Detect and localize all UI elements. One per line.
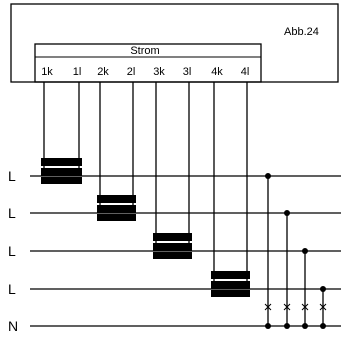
terminal-label-2l: 2l xyxy=(127,66,136,78)
terminal-label-4l: 4l xyxy=(241,66,250,78)
terminal-leads xyxy=(43,82,248,287)
terminal-label-3k: 3k xyxy=(153,66,165,78)
conductor-3: L xyxy=(8,243,341,259)
block-title: Strom xyxy=(130,45,159,57)
current-coil-2 xyxy=(97,195,136,221)
voltage-tap-3 xyxy=(301,248,309,329)
figure-label: Abb.24 xyxy=(284,26,319,38)
conductor-5: N xyxy=(8,318,341,334)
terminal-label-2k: 2k xyxy=(97,66,109,78)
terminal-label-4k: 4k xyxy=(211,66,223,78)
lead-pair-3 xyxy=(155,82,190,248)
voltage-taps xyxy=(264,173,327,329)
conductor-lines: L L L L N xyxy=(8,168,341,334)
lead-pair-4 xyxy=(213,82,248,287)
voltage-tap-2 xyxy=(283,210,291,329)
terminal-label-3l: 3l xyxy=(183,66,192,78)
voltage-tap-4 xyxy=(319,286,327,329)
current-coil-1 xyxy=(41,158,82,184)
meter-housing xyxy=(10,3,339,83)
voltage-tap-1 xyxy=(264,173,272,329)
conductor-label: L xyxy=(8,281,16,297)
conductor-label: N xyxy=(8,318,18,334)
conductor-2: L xyxy=(8,205,341,221)
current-coil-4 xyxy=(211,271,250,297)
current-coils xyxy=(41,158,250,297)
current-coil-3 xyxy=(153,233,192,259)
terminal-block xyxy=(34,43,262,83)
lead-pair-2 xyxy=(99,82,134,210)
conductor-1: L xyxy=(8,168,341,184)
conductor-label: L xyxy=(8,205,16,221)
conductor-4: L xyxy=(8,281,341,297)
conductor-label: L xyxy=(8,168,16,184)
terminal-labels: 1k 1l 2k 2l 3k 3l 4k 4l xyxy=(41,66,249,78)
conductor-label: L xyxy=(8,243,16,259)
terminal-label-1l: 1l xyxy=(73,66,82,78)
lead-pair-1 xyxy=(43,82,80,172)
terminal-label-1k: 1k xyxy=(41,66,53,78)
